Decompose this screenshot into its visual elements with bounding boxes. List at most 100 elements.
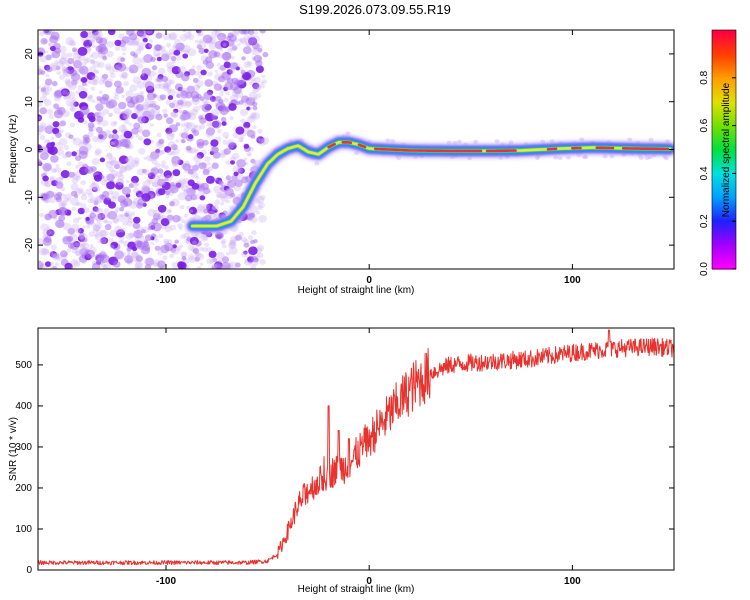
colorbar-swatch	[712, 201, 736, 204]
noise-speckle	[105, 129, 112, 135]
colorbar-swatch	[712, 141, 736, 145]
noise-speckle	[231, 175, 238, 181]
noise-speckle	[179, 33, 188, 42]
noise-speckle	[663, 156, 669, 161]
noise-speckle	[229, 246, 238, 255]
colorbar-swatch	[712, 247, 736, 250]
noise-speckle	[102, 78, 109, 84]
colorbar-swatch	[712, 99, 736, 103]
noise-speckle	[250, 134, 256, 139]
noise-speckle	[212, 204, 219, 211]
noise-speckle	[77, 201, 82, 206]
noise-speckle	[59, 176, 64, 181]
noise-speckle	[143, 156, 147, 160]
noise-speckle	[252, 42, 260, 50]
noise-speckle	[55, 167, 62, 173]
noise-speckle	[52, 253, 61, 261]
noise-speckle	[154, 53, 158, 57]
noise-speckle	[56, 70, 61, 76]
noise-speckle	[171, 157, 180, 165]
noise-speckle	[109, 244, 115, 249]
noise-speckle	[239, 37, 247, 44]
noise-speckle	[174, 239, 179, 244]
noise-speckle	[54, 262, 60, 267]
noise-speckle	[168, 32, 178, 40]
noise-speckle	[217, 53, 223, 59]
noise-speckle	[138, 33, 146, 40]
colorbar-swatch	[712, 267, 736, 270]
noise-speckle	[82, 242, 90, 250]
noise-speckle	[173, 113, 178, 118]
noise-speckle	[233, 184, 241, 192]
snr-frame	[37, 327, 675, 571]
noise-speckle	[94, 30, 103, 39]
colorbar-swatch	[712, 185, 736, 188]
noise-speckle	[46, 108, 54, 115]
noise-speckle	[125, 162, 135, 170]
colorbar-swatch	[712, 255, 736, 258]
noise-speckle	[227, 138, 234, 145]
noise-speckle	[147, 108, 156, 117]
colorbar-swatch	[712, 215, 736, 218]
noise-speckle	[46, 226, 51, 230]
colorbar-swatch	[712, 113, 736, 117]
noise-speckle	[114, 250, 124, 259]
noise-speckle	[97, 43, 107, 53]
snr-ticks: -100 0 100 0 100 200 300 400 500	[15, 328, 674, 587]
noise-speckle	[220, 195, 228, 203]
noise-speckle	[160, 218, 170, 227]
noise-speckle	[108, 190, 114, 195]
noise-speckle	[75, 228, 82, 234]
noise-speckle	[199, 262, 204, 266]
noise-speckle	[158, 179, 165, 185]
noise-speckle	[155, 109, 161, 114]
noise-speckle	[138, 147, 146, 155]
colorbar-swatch	[712, 143, 736, 147]
noise-speckle	[58, 201, 66, 209]
noise-speckle	[260, 81, 264, 85]
noise-speckle	[251, 48, 260, 56]
noise-speckle	[170, 182, 175, 187]
noise-speckle	[119, 166, 128, 173]
colorbar-swatch	[712, 33, 736, 37]
noise-speckle	[119, 113, 128, 121]
noise-speckle	[48, 250, 54, 255]
noise-speckle	[137, 44, 145, 52]
noise-speckle	[133, 31, 140, 37]
noise-speckle	[47, 42, 52, 46]
colorbar-swatch	[712, 211, 736, 214]
noise-speckle	[92, 181, 96, 185]
noise-speckle	[102, 73, 109, 80]
noise-speckle	[155, 44, 163, 52]
noise-speckle	[89, 39, 96, 45]
colorbar-swatch	[712, 259, 736, 262]
noise-speckle	[252, 83, 262, 92]
noise-speckle	[212, 151, 221, 159]
noise-speckle	[186, 122, 195, 130]
noise-speckle	[71, 207, 76, 211]
noise-speckle	[45, 180, 50, 184]
noise-speckle	[104, 80, 113, 88]
noise-speckle	[251, 77, 256, 82]
noise-speckle	[67, 151, 72, 156]
noise-speckle	[250, 216, 258, 224]
noise-speckle	[159, 94, 167, 101]
colorbar-gradient	[711, 29, 737, 270]
noise-speckle	[251, 160, 257, 165]
colorbar-swatch	[712, 253, 736, 256]
noise-speckle	[148, 109, 155, 115]
noise-speckle	[120, 240, 125, 244]
noise-speckle	[579, 137, 585, 142]
noise-speckle	[68, 134, 74, 140]
noise-speckle	[181, 252, 187, 257]
noise-speckle	[102, 108, 110, 115]
colorbar-swatch	[712, 30, 736, 33]
noise-speckle	[248, 260, 253, 265]
noise-speckle	[69, 105, 77, 112]
noise-speckle	[43, 236, 52, 243]
noise-speckle	[163, 238, 170, 245]
noise-speckle	[53, 103, 60, 109]
noise-speckle	[190, 108, 198, 116]
noise-speckle	[222, 43, 227, 47]
noise-speckle	[72, 217, 80, 224]
